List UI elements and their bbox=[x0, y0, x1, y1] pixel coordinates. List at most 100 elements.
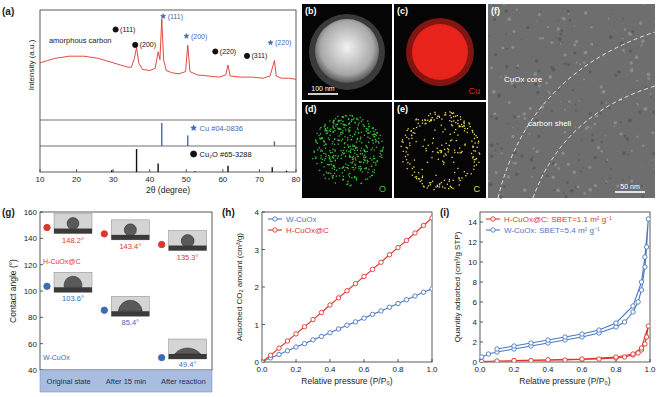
map-signal bbox=[444, 180, 445, 181]
map-signal bbox=[448, 149, 449, 150]
map-signal bbox=[370, 131, 371, 132]
map-signal bbox=[332, 143, 333, 144]
map-signal bbox=[430, 120, 431, 121]
map-signal bbox=[375, 162, 376, 163]
map-signal bbox=[342, 121, 343, 122]
panel-label: (a) bbox=[2, 6, 14, 17]
map-signal bbox=[323, 174, 324, 175]
map-signal bbox=[333, 175, 334, 176]
texture bbox=[505, 33, 507, 35]
texture bbox=[507, 17, 511, 21]
texture bbox=[566, 181, 569, 184]
data-point bbox=[580, 332, 584, 336]
texture bbox=[570, 189, 574, 193]
texture bbox=[651, 131, 654, 134]
map-signal bbox=[361, 121, 362, 122]
map-signal bbox=[358, 122, 359, 123]
category-band bbox=[40, 370, 212, 392]
texture bbox=[571, 141, 572, 142]
data-point bbox=[546, 358, 550, 362]
annotation: amorphous carbon bbox=[49, 36, 112, 45]
map-signal bbox=[343, 116, 344, 117]
map-signal bbox=[338, 121, 339, 122]
map-signal bbox=[343, 176, 344, 177]
map-signal bbox=[321, 138, 322, 139]
image-background bbox=[302, 102, 392, 198]
map-signal bbox=[445, 114, 446, 115]
map-signal bbox=[371, 166, 372, 167]
map-signal bbox=[324, 145, 325, 146]
map-signal bbox=[455, 129, 456, 130]
map-signal bbox=[327, 173, 328, 174]
map-signal bbox=[364, 160, 365, 161]
map-signal bbox=[428, 185, 429, 186]
map-signal bbox=[357, 139, 358, 140]
map-signal bbox=[365, 145, 366, 146]
map-signal bbox=[406, 159, 407, 160]
map-signal bbox=[335, 182, 336, 183]
map-signal bbox=[373, 156, 374, 157]
reference-stick bbox=[286, 171, 287, 172]
texture bbox=[635, 104, 637, 106]
texture bbox=[583, 78, 585, 80]
texture bbox=[621, 95, 622, 96]
map-signal bbox=[354, 176, 355, 177]
peak-marker bbox=[213, 49, 218, 54]
map-signal bbox=[315, 139, 316, 140]
image-background bbox=[488, 4, 655, 198]
texture bbox=[622, 179, 624, 181]
data-point bbox=[413, 294, 417, 298]
map-signal bbox=[421, 180, 422, 181]
texture bbox=[522, 112, 526, 116]
data-point bbox=[311, 338, 315, 342]
map-signal bbox=[441, 151, 442, 152]
map-signal bbox=[329, 120, 330, 121]
x-tick-label: 1.0 bbox=[426, 365, 438, 374]
map-signal bbox=[437, 185, 438, 186]
stick-group bbox=[162, 123, 275, 146]
map-signal bbox=[343, 153, 344, 154]
map-signal bbox=[333, 127, 334, 128]
map-signal bbox=[433, 138, 434, 139]
map-signal bbox=[354, 134, 355, 135]
map-signal bbox=[440, 150, 441, 151]
map-signal bbox=[350, 152, 351, 153]
map-signal bbox=[332, 168, 333, 169]
map-signal bbox=[375, 139, 376, 140]
legend-marker bbox=[273, 217, 277, 221]
map-signal bbox=[361, 147, 362, 148]
reference-stick bbox=[111, 170, 112, 172]
texture bbox=[557, 20, 558, 21]
map-signal bbox=[444, 149, 445, 150]
data-point bbox=[294, 332, 298, 336]
map-signal bbox=[453, 112, 454, 113]
data-point bbox=[646, 324, 650, 328]
map-signal bbox=[461, 177, 462, 178]
map-signal bbox=[365, 179, 366, 180]
map-signal bbox=[473, 150, 474, 151]
texture bbox=[568, 100, 571, 103]
image-background bbox=[394, 4, 486, 100]
map-signal bbox=[349, 156, 350, 157]
data-point bbox=[529, 358, 533, 362]
map-signal bbox=[357, 124, 358, 125]
map-signal bbox=[422, 123, 423, 124]
map-signal bbox=[439, 184, 440, 185]
map-signal bbox=[456, 140, 457, 141]
texture bbox=[575, 109, 577, 111]
data-point bbox=[430, 216, 432, 220]
substrate bbox=[54, 229, 92, 234]
y-tick-label: 60 bbox=[28, 340, 37, 349]
photo-frame bbox=[54, 272, 92, 292]
map-signal bbox=[373, 127, 374, 128]
data-label: 85.4° bbox=[122, 318, 140, 327]
map-signal bbox=[351, 177, 352, 178]
map-signal bbox=[433, 189, 434, 190]
x-tick bbox=[432, 359, 433, 362]
map-signal bbox=[347, 181, 348, 182]
y-tick bbox=[40, 343, 43, 344]
map-signal bbox=[477, 137, 478, 138]
texture bbox=[588, 188, 592, 192]
map-signal bbox=[427, 162, 428, 163]
map-signal bbox=[340, 132, 341, 133]
